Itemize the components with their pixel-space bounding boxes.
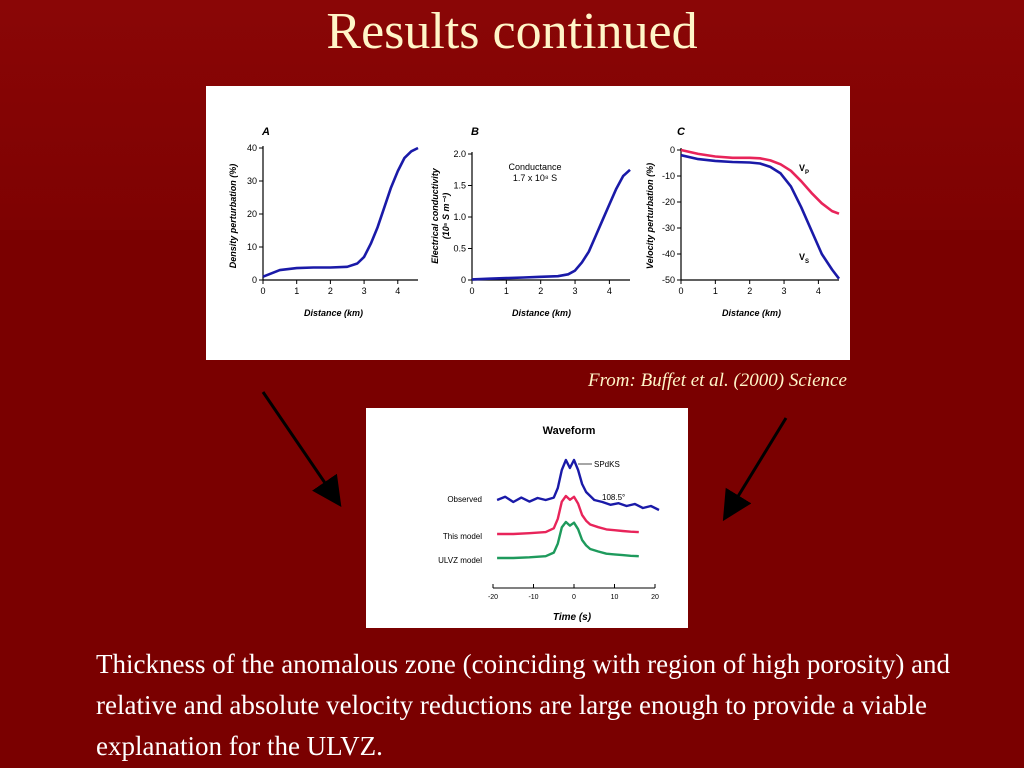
figure-panels-abc: A Distance (km) Density perturbation (%)…	[206, 86, 850, 360]
panel-c-y-tick-label: 0	[670, 145, 675, 155]
label-distance: 108.5°	[602, 493, 625, 502]
vs-series-label: VS	[799, 252, 809, 265]
panel-a-series-line-0	[262, 146, 419, 278]
panel-b-x-tick-label: 2	[538, 286, 543, 296]
panel-c-series-line-1	[680, 153, 841, 280]
panel-a-x-tick-label: 2	[328, 286, 333, 296]
panel-b-annotation-value: 1.7 x 10⁸ S	[513, 173, 557, 183]
panel-c-label: C	[677, 126, 686, 138]
waveform-trace-1	[497, 494, 639, 536]
panel-c-y-tick-label: -50	[662, 275, 675, 285]
panel-b-xlabel: Distance (km)	[512, 308, 571, 318]
panel-a-x-tick-label: 3	[362, 286, 367, 296]
panel-a-y-tick-label: 0	[252, 275, 257, 285]
waveform-svg: Waveform Observed This model ULVZ model …	[438, 425, 660, 623]
panel-c-y-tick-label: -40	[662, 249, 675, 259]
panel-a-y-tick-label: 10	[247, 242, 257, 252]
panel-b-y-tick-label: 2.0	[453, 149, 466, 159]
panel-a-y-tick-label: 30	[247, 176, 257, 186]
panel-c-plot: 0 1 2 3 4 0 -10 -20 -30 -40 -50	[662, 145, 841, 296]
left-arrow	[261, 391, 342, 507]
panel-b-y-tick-label: 0.5	[453, 244, 466, 254]
panel-b-y-tick-label: 1.5	[453, 181, 466, 191]
panel-a-x-tick-label: 1	[294, 286, 299, 296]
panel-b-x-tick-label: 4	[607, 286, 612, 296]
label-this-model: This model	[443, 532, 482, 541]
panel-c-x-tick-label: 2	[747, 286, 752, 296]
figure-panels-svg: A Distance (km) Density perturbation (%)…	[228, 126, 841, 318]
panel-a-x-tick-label: 0	[260, 286, 265, 296]
waveform-xlabel: Time (s)	[553, 612, 592, 623]
waveform-title: Waveform	[543, 425, 596, 437]
vp-series-label: VP	[799, 163, 809, 176]
waveform-x-tick-label: 20	[651, 594, 659, 601]
panel-a-y-tick-label: 20	[247, 209, 257, 219]
waveform-trace-2	[497, 520, 639, 560]
panel-c-y-tick-label: -30	[662, 223, 675, 233]
waveform-x-tick-label: -20	[488, 594, 498, 601]
slide-body-text: Thickness of the anomalous zone (coincid…	[96, 649, 951, 761]
panel-c-x-tick-label: 1	[713, 286, 718, 296]
figure-credit: From: Buffet et al. (2000) Science	[588, 370, 847, 391]
panel-b-label: B	[471, 126, 479, 138]
label-observed: Observed	[447, 495, 482, 504]
waveform-x-tick-label: 0	[572, 594, 576, 601]
label-ulvz-model: ULVZ model	[438, 556, 482, 565]
panel-b-annotation: Conductance	[508, 162, 561, 172]
label-spdks: SPdKS	[594, 460, 620, 469]
panel-b-plot: 0 1 2 3 4 0 0.5 1.0 1.5 2.0	[453, 149, 631, 296]
panel-c-y-tick-label: -10	[662, 171, 675, 181]
panel-a-label: A	[261, 126, 270, 138]
panel-a-xlabel: Distance (km)	[304, 308, 363, 318]
panel-b-x-tick-label: 1	[504, 286, 509, 296]
panel-c-x-tick-label: 0	[678, 286, 683, 296]
panel-b-x-tick-label: 0	[469, 286, 474, 296]
panel-b-y-tick-label: 1.0	[453, 212, 466, 222]
panel-a-x-tick-label: 4	[395, 286, 400, 296]
panel-b-series-line-0	[471, 168, 631, 281]
slide-title: Results continued	[326, 3, 698, 60]
figure-waveform: Waveform Observed This model ULVZ model …	[366, 408, 688, 628]
panel-b-ylabel-units: (10⁵ S m⁻¹)	[441, 193, 451, 239]
waveform-x-tick-label: -10	[528, 594, 538, 601]
panel-c-y-tick-label: -20	[662, 197, 675, 207]
waveform-trace-0	[496, 458, 660, 512]
panel-c-x-tick-label: 3	[782, 286, 787, 296]
panel-c-series-line-0	[680, 148, 840, 215]
panel-b-x-tick-label: 3	[573, 286, 578, 296]
panel-c-x-tick-label: 4	[816, 286, 821, 296]
panel-b-y-tick-label: 0	[461, 275, 466, 285]
waveform-plot: -20 -10 0 10 20	[488, 458, 660, 601]
panel-c-ylabel: Velocity perturbation (%)	[645, 163, 655, 269]
panel-c-xlabel: Distance (km)	[722, 308, 781, 318]
panel-a-ylabel: Density perturbation (%)	[228, 164, 238, 269]
right-arrow	[722, 417, 788, 522]
panel-b-ylabel: Electrical conductivity	[430, 167, 440, 264]
panel-a-y-tick-label: 40	[247, 143, 257, 153]
waveform-x-tick-label: 10	[611, 594, 619, 601]
